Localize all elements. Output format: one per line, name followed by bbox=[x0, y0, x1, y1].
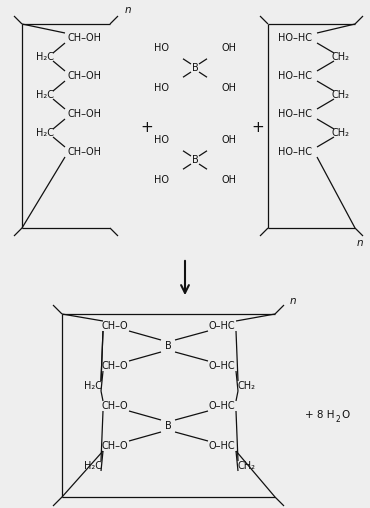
Text: CH₂: CH₂ bbox=[331, 52, 349, 62]
Text: O–HC: O–HC bbox=[209, 321, 235, 331]
Text: HO: HO bbox=[154, 43, 169, 53]
Text: B: B bbox=[192, 155, 198, 165]
Text: CH–OH: CH–OH bbox=[68, 109, 102, 119]
Text: CH₂: CH₂ bbox=[331, 128, 349, 138]
Text: HO–HC: HO–HC bbox=[278, 147, 312, 157]
Text: n: n bbox=[290, 296, 296, 306]
Text: n: n bbox=[357, 238, 363, 248]
Text: H₂C: H₂C bbox=[84, 461, 102, 471]
Text: H₂C: H₂C bbox=[36, 52, 54, 62]
Text: CH–O: CH–O bbox=[102, 361, 128, 371]
Text: +: + bbox=[252, 120, 265, 136]
Text: H₂C: H₂C bbox=[36, 90, 54, 100]
Text: OH: OH bbox=[221, 43, 236, 53]
Text: CH–O: CH–O bbox=[102, 321, 128, 331]
Text: CH₂: CH₂ bbox=[237, 381, 255, 391]
Text: HO: HO bbox=[154, 135, 169, 145]
Text: CH–OH: CH–OH bbox=[68, 33, 102, 43]
Text: CH–O: CH–O bbox=[102, 401, 128, 411]
Text: H₂C: H₂C bbox=[36, 128, 54, 138]
Text: OH: OH bbox=[221, 83, 236, 93]
Text: CH–OH: CH–OH bbox=[68, 147, 102, 157]
Text: 2: 2 bbox=[336, 416, 341, 425]
Text: HO–HC: HO–HC bbox=[278, 109, 312, 119]
Text: O: O bbox=[341, 410, 349, 420]
Text: n: n bbox=[125, 5, 131, 15]
Text: OH: OH bbox=[221, 175, 236, 185]
Text: HO–HC: HO–HC bbox=[278, 33, 312, 43]
Text: CH–O: CH–O bbox=[102, 441, 128, 451]
Text: B: B bbox=[165, 341, 171, 351]
Text: B: B bbox=[192, 63, 198, 73]
Text: O–HC: O–HC bbox=[209, 441, 235, 451]
Text: HO: HO bbox=[154, 83, 169, 93]
Text: HO–HC: HO–HC bbox=[278, 71, 312, 81]
Text: +: + bbox=[141, 120, 154, 136]
Text: O–HC: O–HC bbox=[209, 401, 235, 411]
Text: B: B bbox=[165, 421, 171, 431]
Text: HO: HO bbox=[154, 175, 169, 185]
Text: OH: OH bbox=[221, 135, 236, 145]
Text: + 8 H: + 8 H bbox=[305, 410, 334, 420]
Text: O–HC: O–HC bbox=[209, 361, 235, 371]
Text: H₂C: H₂C bbox=[84, 381, 102, 391]
Text: CH₂: CH₂ bbox=[331, 90, 349, 100]
Text: CH–OH: CH–OH bbox=[68, 71, 102, 81]
Text: CH₂: CH₂ bbox=[237, 461, 255, 471]
